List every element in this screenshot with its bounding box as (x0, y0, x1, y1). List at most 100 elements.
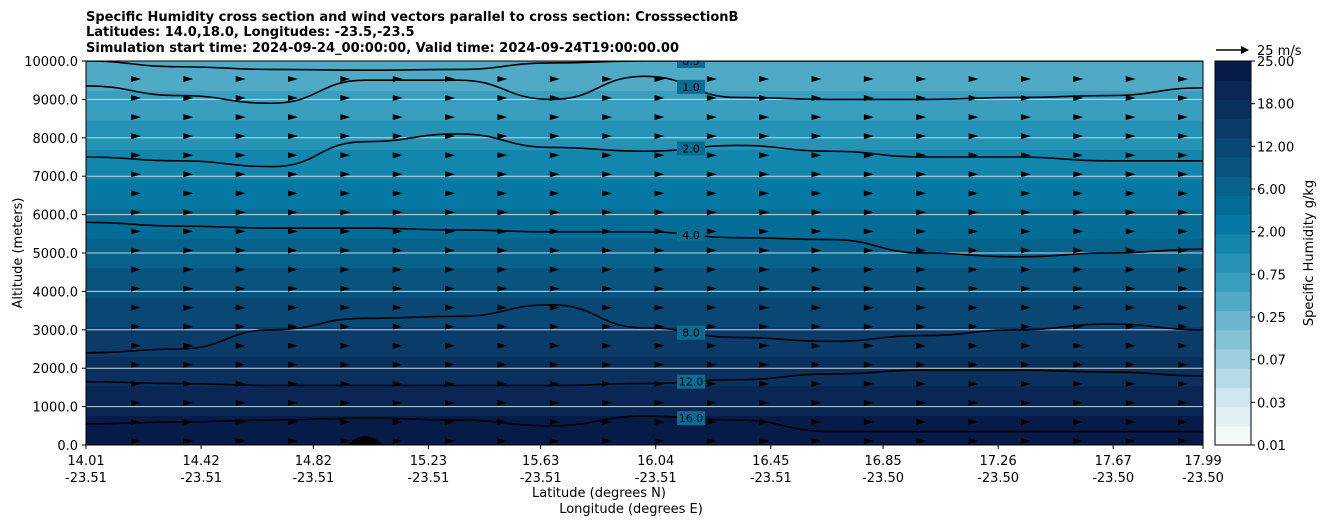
wind-vector (811, 209, 822, 216)
wind-vector (497, 323, 508, 330)
wind-vector (654, 190, 665, 197)
wind-vector (392, 380, 403, 387)
wind-vector (131, 399, 141, 406)
wind-vector (549, 76, 560, 82)
wind-vector (392, 342, 403, 349)
contour-label: 12.0 (679, 376, 704, 389)
wind-vector (1073, 228, 1084, 235)
humidity-band (86, 178, 1203, 210)
contour-label-bg (677, 411, 706, 426)
wind-vector (131, 380, 141, 387)
wind-vector (392, 247, 403, 254)
wind-vector (1020, 247, 1031, 254)
wind-vector (445, 380, 456, 387)
wind-vector (1178, 418, 1188, 425)
wind-vector (445, 228, 456, 235)
wind-vector (1073, 133, 1084, 140)
wind-vector (549, 399, 560, 406)
wind-vector (288, 304, 299, 311)
wind-vector (1073, 95, 1084, 102)
chart-title-line-1: Specific Humidity cross section and wind… (86, 10, 738, 25)
wind-vector (1125, 323, 1136, 330)
wind-vector (445, 133, 456, 140)
wind-vector (706, 114, 717, 121)
wind-vector (968, 380, 979, 387)
wind-vector (1020, 418, 1031, 425)
wind-vector (968, 438, 979, 444)
wind-vector (916, 399, 927, 406)
wind-vector (131, 228, 141, 235)
colorbar-swatch (1215, 214, 1251, 235)
colorbar-tick-label: 2.00 (1257, 226, 1286, 241)
wind-vector (706, 152, 717, 159)
x-tick-lat: 17.99 (1184, 454, 1221, 469)
wind-vector (235, 380, 246, 387)
wind-vector (235, 323, 246, 330)
y-tick-label: 6000.0 (33, 209, 79, 224)
wind-vector (288, 266, 299, 273)
wind-vector (392, 76, 403, 82)
wind-vector (602, 171, 613, 178)
wind-vector (1178, 285, 1188, 292)
colorbar-swatch (1215, 61, 1251, 81)
wind-vector (602, 342, 613, 349)
wind-vector (549, 266, 560, 273)
wind-vector (863, 380, 874, 387)
wind-vector (1073, 285, 1084, 292)
wind-vector (497, 152, 508, 159)
wind-vector (445, 152, 456, 159)
wind-vector (549, 361, 560, 368)
wind-vector (1020, 361, 1031, 368)
wind-vector (916, 323, 927, 330)
wind-vector (549, 418, 560, 425)
wind-vector (235, 285, 246, 292)
wind-vector (602, 190, 613, 197)
wind-vector (340, 399, 351, 406)
wind-vector (131, 209, 141, 216)
contour-label-bg (677, 79, 706, 94)
wind-vector (340, 342, 351, 349)
colorbar-swatch (1215, 118, 1251, 139)
wind-vector (811, 418, 822, 425)
colorbar-swatch (1215, 387, 1251, 408)
wind-vector (549, 152, 560, 159)
wind-vector (392, 323, 403, 330)
wind-vector (235, 361, 246, 368)
wind-vector (654, 342, 665, 349)
wind-vector (131, 247, 141, 254)
wind-vector (288, 114, 299, 121)
wind-vector (340, 380, 351, 387)
wind-vector (183, 114, 194, 121)
wind-vector (863, 76, 874, 82)
wind-vector (968, 171, 979, 178)
wind-vector (968, 266, 979, 273)
wind-vector (1125, 152, 1136, 159)
wind-vector (863, 304, 874, 311)
wind-vector (549, 438, 560, 444)
colorbar-frame (1214, 60, 1252, 446)
x-tick-lon: -23.51 (750, 471, 792, 486)
wind-vector (602, 438, 613, 444)
wind-vector (811, 323, 822, 330)
wind-vector (1073, 380, 1084, 387)
wind-vector (811, 76, 822, 82)
wind-vector (759, 380, 770, 387)
wind-vector (1125, 247, 1136, 254)
wind-vector (392, 171, 403, 178)
wind-vector (759, 95, 770, 102)
colorbar-label: Specific Humidity g/kg (1302, 180, 1317, 326)
wind-vector (706, 133, 717, 140)
wind-vector (497, 228, 508, 235)
colorbar-tick-label: 6.00 (1257, 183, 1286, 198)
wind-vector (1073, 152, 1084, 159)
wind-vector (968, 152, 979, 159)
wind-vector (1178, 209, 1188, 216)
contour-label: 8.0 (682, 327, 700, 340)
wind-vector (183, 133, 194, 140)
wind-vector (602, 304, 613, 311)
wind-vector (549, 133, 560, 140)
wind-vector (1073, 190, 1084, 197)
wind-vector (654, 266, 665, 273)
wind-vector (654, 418, 665, 425)
